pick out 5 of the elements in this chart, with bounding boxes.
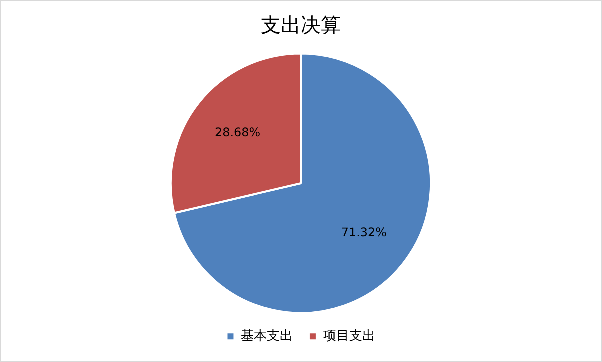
legend-label: 项目支出 bbox=[323, 329, 376, 344]
legend-label: 基本支出 bbox=[241, 329, 294, 344]
data-label: 71.32% bbox=[341, 226, 388, 240]
chart-title: 支出决算 bbox=[260, 14, 342, 38]
data-label: 28.68% bbox=[214, 126, 261, 140]
